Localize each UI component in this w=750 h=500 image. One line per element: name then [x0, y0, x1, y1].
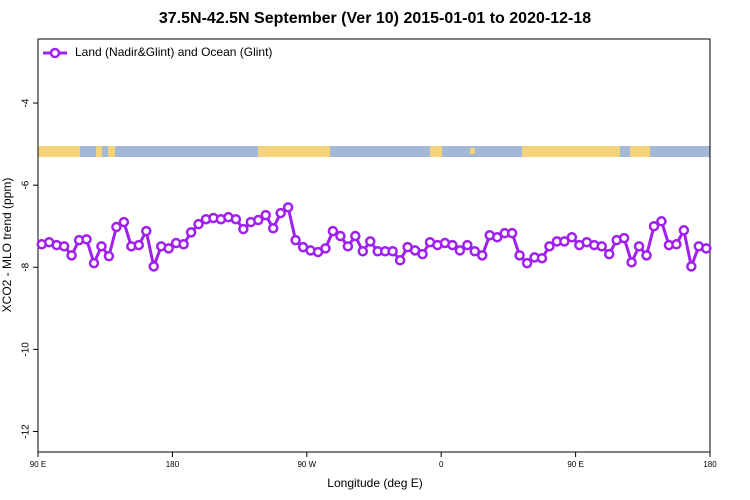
point	[521, 257, 533, 269]
land	[96, 146, 102, 157]
point	[335, 230, 346, 242]
point	[350, 230, 361, 242]
point	[118, 216, 130, 228]
point	[282, 202, 294, 213]
point	[163, 243, 174, 254]
point	[275, 207, 286, 219]
point	[417, 248, 428, 260]
land	[630, 146, 650, 157]
point	[111, 221, 122, 233]
legend-label: Land (Nadir&Glint) and Ocean (Glint)	[75, 45, 272, 59]
x-tick-label: 90 E	[30, 460, 46, 469]
y-tick-label: -8	[21, 262, 32, 271]
x-tick-label: 180	[166, 460, 180, 469]
point	[394, 255, 406, 266]
point	[141, 225, 152, 237]
point	[290, 234, 301, 246]
point	[103, 250, 115, 262]
y-tick-label: -6	[21, 180, 32, 189]
point	[641, 250, 652, 261]
point	[58, 241, 70, 252]
point	[342, 241, 354, 252]
point	[618, 232, 630, 244]
point	[178, 239, 189, 250]
point	[230, 213, 242, 225]
point	[193, 218, 204, 230]
ocean-band	[38, 146, 710, 157]
point	[148, 261, 159, 272]
point	[454, 245, 466, 256]
land	[470, 148, 475, 154]
point	[603, 248, 615, 260]
point	[626, 257, 637, 268]
x-tick-label: 180	[703, 460, 717, 469]
x-tick-label: 0	[439, 460, 444, 469]
point	[88, 257, 100, 269]
point	[253, 214, 264, 226]
point	[559, 236, 570, 247]
y-tick-label: -10	[21, 342, 32, 357]
point	[686, 261, 697, 272]
point	[656, 216, 667, 227]
point	[648, 220, 660, 232]
y-axis-label: XCO2 - MLO trend (ppm)	[0, 178, 14, 313]
point	[267, 223, 279, 234]
point	[544, 241, 555, 252]
point	[671, 239, 682, 250]
point	[447, 239, 458, 251]
x-tick-label: 90 E	[567, 460, 583, 469]
land	[522, 146, 620, 157]
y-tick-label: -4	[21, 98, 32, 107]
point	[678, 225, 690, 236]
point	[185, 227, 197, 238]
point	[514, 250, 525, 261]
point	[96, 241, 107, 252]
point	[469, 245, 481, 257]
point	[365, 236, 376, 247]
y-tick-label: -12	[21, 424, 32, 439]
point	[133, 239, 145, 251]
point	[596, 241, 607, 252]
land	[258, 146, 330, 157]
legend-marker	[49, 47, 61, 59]
point	[491, 232, 503, 243]
point	[566, 232, 578, 243]
point	[633, 241, 645, 252]
point	[81, 234, 92, 245]
chart-title: 37.5N-42.5N September (Ver 10) 2015-01-0…	[159, 10, 591, 27]
point	[66, 250, 77, 261]
point	[477, 250, 488, 261]
point	[260, 209, 271, 221]
point	[320, 243, 331, 254]
point	[462, 239, 473, 251]
land	[430, 146, 442, 157]
point	[327, 225, 339, 237]
point	[701, 243, 712, 254]
x-tick-label: 90 W	[297, 460, 316, 469]
x-axis-label: Longitude (deg E)	[327, 476, 422, 490]
point	[536, 252, 548, 264]
point	[387, 245, 398, 257]
point	[506, 227, 518, 239]
map-strip	[38, 146, 710, 157]
point	[357, 245, 369, 257]
land	[38, 146, 80, 157]
point	[238, 223, 249, 235]
land	[108, 146, 115, 157]
